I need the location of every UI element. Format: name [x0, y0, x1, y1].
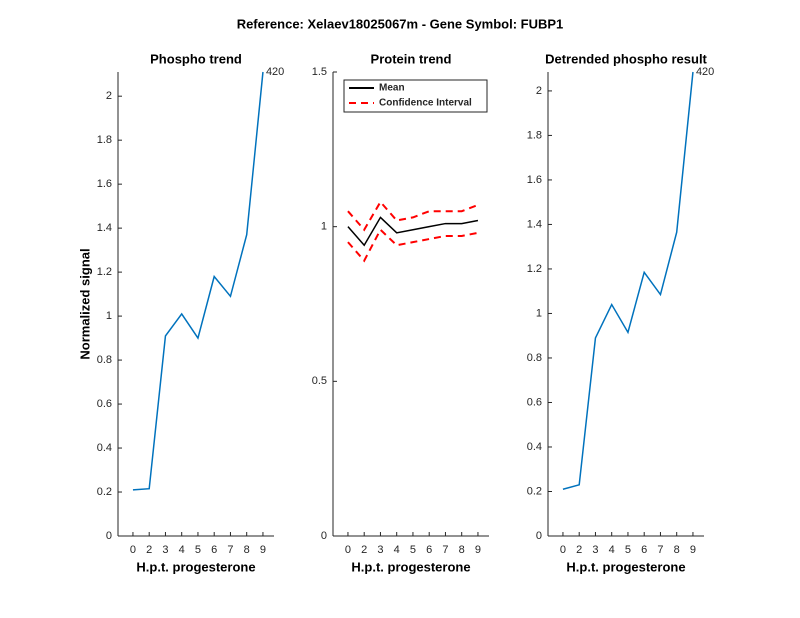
x-tick-label: 0 — [345, 544, 351, 556]
y-tick-label: 1.8 — [527, 129, 542, 141]
x-tick-label: 5 — [410, 544, 416, 556]
x-tick-label: 8 — [459, 544, 465, 556]
y-tick-label: 0.6 — [527, 396, 542, 408]
y-tick-label: 0.4 — [527, 441, 542, 453]
y-tick-label: 2 — [536, 85, 542, 97]
x-tick-label: 2 — [361, 544, 367, 556]
x-tick-label: 9 — [475, 544, 481, 556]
x-tick-label: 2 — [576, 544, 582, 556]
y-tick-label: 1.2 — [527, 263, 542, 275]
y-tick-label: 0.6 — [97, 398, 112, 410]
y-tick-label: 0 — [106, 530, 112, 542]
x-tick-label: 6 — [641, 544, 647, 556]
y-tick-label: 0 — [321, 530, 327, 542]
line — [562, 71, 694, 490]
y-tick-label: 0.5 — [312, 375, 327, 387]
y-tick-label: 0 — [536, 530, 542, 542]
line — [347, 200, 479, 232]
y-tick-label: 1.2 — [97, 266, 112, 278]
x-tick-label: 8 — [244, 544, 250, 556]
x-tick-label: 3 — [377, 544, 383, 556]
x-axis-label: H.p.t. progesterone — [136, 559, 255, 574]
legend-box — [343, 79, 488, 113]
subplot-title: Phospho trend — [150, 51, 242, 66]
x-tick-label: 9 — [260, 544, 266, 556]
y-tick-label: 0.2 — [97, 486, 112, 498]
y-tick-label: 1.6 — [527, 174, 542, 186]
y-tick-label: 0.2 — [527, 485, 542, 497]
x-tick-label: 7 — [227, 544, 233, 556]
x-tick-label: 0 — [130, 544, 136, 556]
annotation: 420 — [266, 66, 284, 78]
subplot-title: Protein trend — [371, 51, 452, 66]
y-tick-label: 0.4 — [97, 442, 112, 454]
x-axis-label: H.p.t. progesterone — [566, 559, 685, 574]
x-tick-label: 4 — [394, 544, 400, 556]
x-axis-label: H.p.t. progesterone — [351, 559, 470, 574]
x-tick-label: 0 — [560, 544, 566, 556]
y-tick-label: 0.8 — [97, 354, 112, 366]
x-tick-label: 4 — [609, 544, 615, 556]
annotation: 420 — [696, 66, 714, 78]
line — [347, 216, 479, 247]
y-axis-label: Normalized signal — [77, 248, 92, 359]
x-tick-label: 4 — [179, 544, 185, 556]
y-tick-label: 1.8 — [97, 134, 112, 146]
x-tick-label: 7 — [442, 544, 448, 556]
y-tick-label: 1.6 — [97, 178, 112, 190]
y-tick-label: 1.4 — [97, 222, 112, 234]
x-tick-label: 6 — [211, 544, 217, 556]
y-tick-label: 1.5 — [312, 66, 327, 78]
x-tick-label: 3 — [592, 544, 598, 556]
line — [132, 71, 264, 491]
x-tick-label: 5 — [625, 544, 631, 556]
subplot-title: Detrended phospho result — [545, 51, 707, 66]
x-tick-label: 6 — [426, 544, 432, 556]
x-tick-label: 7 — [657, 544, 663, 556]
x-tick-label: 8 — [674, 544, 680, 556]
y-tick-label: 1 — [321, 221, 327, 233]
y-tick-label: 1 — [536, 307, 542, 319]
x-tick-label: 2 — [146, 544, 152, 556]
y-tick-label: 1 — [106, 310, 112, 322]
x-tick-label: 5 — [195, 544, 201, 556]
y-tick-label: 1.4 — [527, 218, 542, 230]
x-tick-label: 9 — [690, 544, 696, 556]
legend-label: Confidence Interval — [379, 98, 472, 109]
line — [347, 228, 479, 263]
x-tick-label: 3 — [162, 544, 168, 556]
y-tick-label: 0.8 — [527, 352, 542, 364]
y-tick-label: 2 — [106, 90, 112, 102]
legend-label: Mean — [379, 83, 405, 94]
figure-title: Reference: Xelaev18025067m - Gene Symbol… — [237, 16, 564, 31]
